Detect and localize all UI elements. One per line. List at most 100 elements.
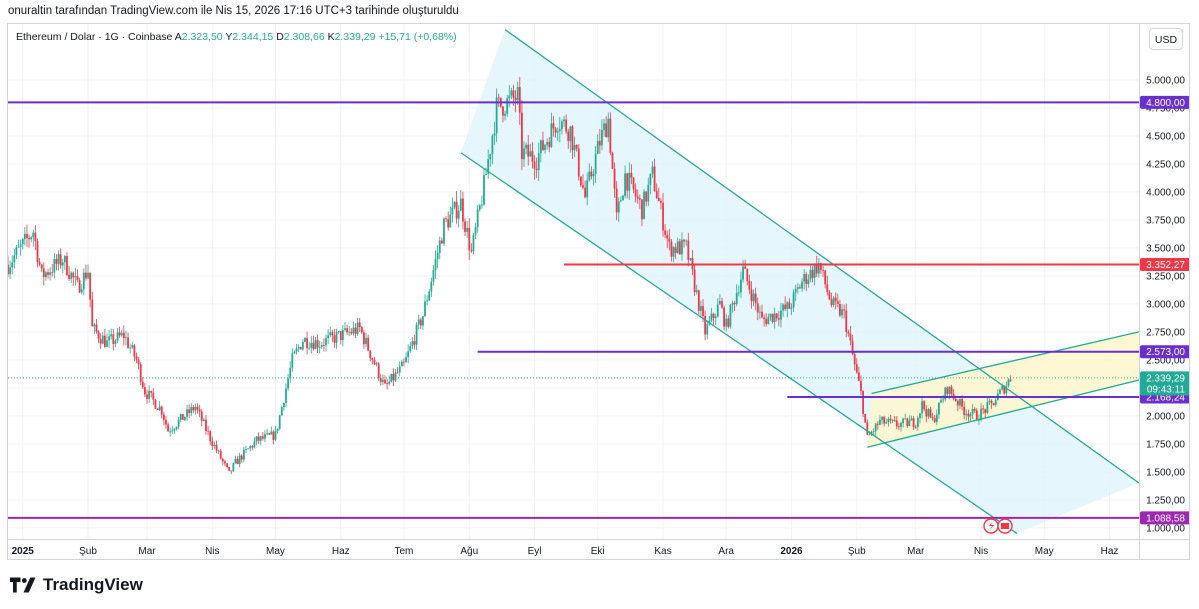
candle-body bbox=[333, 335, 336, 343]
candle bbox=[750, 281, 753, 309]
candle-body bbox=[19, 244, 22, 247]
candle-body bbox=[36, 241, 39, 263]
candle bbox=[474, 222, 477, 240]
candle bbox=[118, 326, 121, 338]
candle-body bbox=[714, 316, 717, 318]
candle bbox=[112, 328, 115, 351]
candle-body bbox=[954, 398, 957, 401]
candle-body bbox=[135, 356, 138, 360]
chart-panel[interactable]: 1.000,00 1.250,00 1.500,00 1.750,00 2.000,00… bbox=[7, 23, 1190, 560]
candle bbox=[645, 191, 648, 207]
candle-body bbox=[213, 444, 216, 447]
candle bbox=[828, 289, 831, 301]
candle bbox=[367, 334, 370, 352]
candle bbox=[489, 153, 492, 167]
candle bbox=[85, 264, 87, 281]
candle bbox=[272, 430, 275, 445]
candle bbox=[331, 329, 334, 342]
candle-body bbox=[617, 201, 620, 213]
candle-body bbox=[485, 173, 487, 176]
candle bbox=[685, 239, 688, 246]
candle bbox=[337, 330, 340, 334]
candle-body bbox=[516, 87, 519, 101]
candle-body bbox=[685, 240, 688, 242]
candle bbox=[586, 172, 589, 206]
candle-body bbox=[670, 241, 673, 257]
candle-body bbox=[495, 97, 498, 134]
candle bbox=[598, 128, 601, 154]
candle bbox=[552, 115, 555, 137]
candle-body bbox=[935, 414, 938, 422]
candle-body bbox=[392, 373, 395, 381]
candle bbox=[209, 430, 212, 446]
candle bbox=[139, 362, 142, 386]
x-tick-label: Eyl bbox=[528, 546, 542, 557]
candle bbox=[990, 399, 993, 409]
candle bbox=[177, 416, 180, 430]
candle bbox=[735, 284, 738, 307]
candles bbox=[8, 76, 1012, 475]
candle-body bbox=[586, 180, 589, 198]
candle bbox=[270, 426, 273, 435]
candle bbox=[38, 258, 41, 267]
candle bbox=[339, 331, 342, 345]
candle bbox=[125, 330, 127, 346]
candle bbox=[158, 401, 161, 412]
symbol-title[interactable]: Ethereum / Dolar · 1G · Coinbase bbox=[16, 31, 173, 43]
candle bbox=[537, 142, 540, 181]
candle-body bbox=[529, 151, 532, 157]
candle bbox=[297, 344, 300, 353]
candle-body bbox=[590, 171, 593, 177]
candle-body bbox=[845, 310, 848, 332]
candle bbox=[173, 427, 176, 434]
candle bbox=[394, 368, 397, 382]
candle bbox=[480, 195, 483, 209]
candle-body bbox=[211, 441, 214, 447]
candle-body bbox=[82, 272, 85, 290]
candle-body bbox=[771, 313, 774, 323]
candle-body bbox=[780, 310, 782, 320]
candle-body bbox=[127, 337, 129, 348]
candle bbox=[304, 337, 306, 343]
candle bbox=[563, 115, 565, 128]
candle-body bbox=[653, 166, 656, 191]
candle-body bbox=[93, 324, 96, 327]
candle bbox=[443, 217, 445, 246]
footer-brand[interactable]: TradingView bbox=[10, 573, 143, 597]
candle bbox=[291, 348, 294, 372]
candle bbox=[426, 295, 429, 306]
candle bbox=[8, 256, 9, 277]
price-chart[interactable]: 1.000,00 1.250,00 1.500,00 1.750,00 2.000,00… bbox=[8, 24, 1190, 560]
candle-body bbox=[270, 431, 273, 435]
candle-body bbox=[434, 259, 437, 271]
candle bbox=[866, 419, 869, 436]
candle bbox=[836, 293, 839, 308]
candle-body bbox=[999, 389, 1001, 394]
candle bbox=[704, 310, 707, 341]
candle-body bbox=[23, 233, 26, 240]
currency-button[interactable]: USD bbox=[1149, 28, 1183, 50]
symbol-legend: Ethereum / Dolar · 1G · Coinbase A2.323,… bbox=[16, 31, 457, 43]
x-tick-label: Şub bbox=[848, 546, 866, 557]
candle-body bbox=[184, 416, 186, 420]
candle-body bbox=[634, 189, 637, 197]
candle-body bbox=[777, 318, 780, 320]
candle bbox=[554, 126, 557, 138]
x-tick-label: 2026 bbox=[780, 546, 803, 557]
candle bbox=[295, 343, 298, 355]
candle bbox=[217, 449, 220, 454]
candle bbox=[935, 409, 938, 426]
candle-body bbox=[497, 97, 500, 99]
y-tick-label: 3.000,00 bbox=[1146, 299, 1185, 310]
candle-body bbox=[527, 144, 530, 157]
candle-body bbox=[181, 414, 184, 420]
brand-name: TradingView bbox=[43, 575, 143, 594]
candle-body bbox=[158, 406, 161, 411]
candle bbox=[636, 189, 639, 204]
candle bbox=[653, 158, 656, 192]
candle-body bbox=[306, 338, 308, 349]
candle-body bbox=[895, 420, 898, 427]
candle-body bbox=[289, 367, 292, 379]
candle bbox=[122, 325, 125, 346]
candle-body bbox=[369, 350, 372, 359]
